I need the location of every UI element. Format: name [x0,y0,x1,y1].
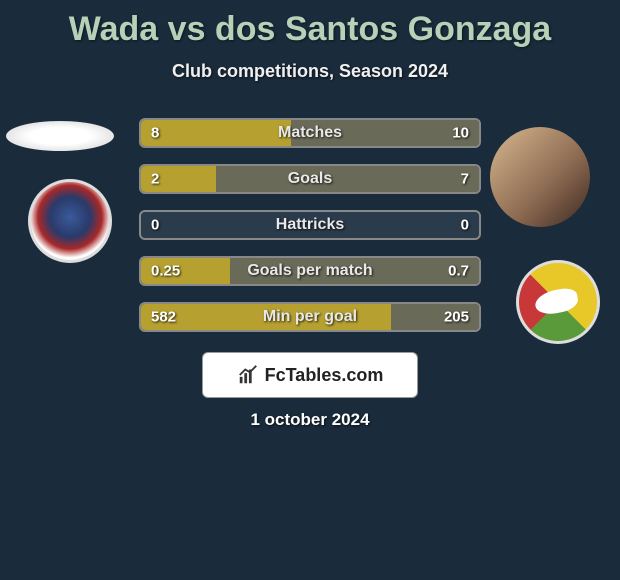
value-right: 0 [461,217,469,234]
club-left-badge [28,179,112,263]
chart-icon [237,364,259,386]
value-left: 8 [151,125,159,142]
player-right-avatar [490,127,590,227]
brand-text: FcTables.com [265,365,384,386]
player-left-avatar [6,121,114,151]
value-right: 205 [444,309,469,326]
stat-label: Min per goal [263,308,357,326]
bar-right [216,166,479,192]
stat-label: Matches [278,124,342,142]
value-left: 0.25 [151,263,180,280]
value-left: 0 [151,217,159,234]
brand-badge: FcTables.com [202,352,418,398]
stat-row: 2 7 Goals [139,164,481,194]
value-right: 7 [461,171,469,188]
stat-label: Goals per match [247,262,372,280]
value-right: 0.7 [448,263,469,280]
subtitle: Club competitions, Season 2024 [0,61,620,82]
stat-label: Hattricks [276,216,344,234]
stat-row: 582 205 Min per goal [139,302,481,332]
value-left: 2 [151,171,159,188]
page-title: Wada vs dos Santos Gonzaga [0,0,620,49]
value-left: 582 [151,309,176,326]
bar-left [141,120,291,146]
club-right-badge [516,260,600,344]
stat-row: 8 10 Matches [139,118,481,148]
stat-row: 0.25 0.7 Goals per match [139,256,481,286]
stat-row: 0 0 Hattricks [139,210,481,240]
comparison-chart: 8 10 Matches 2 7 Goals 0 0 Hattricks 0.25 0.7 Goals… [139,118,481,348]
stat-label: Goals [288,170,332,188]
date-label: 1 october 2024 [0,410,620,430]
value-right: 10 [452,125,469,142]
